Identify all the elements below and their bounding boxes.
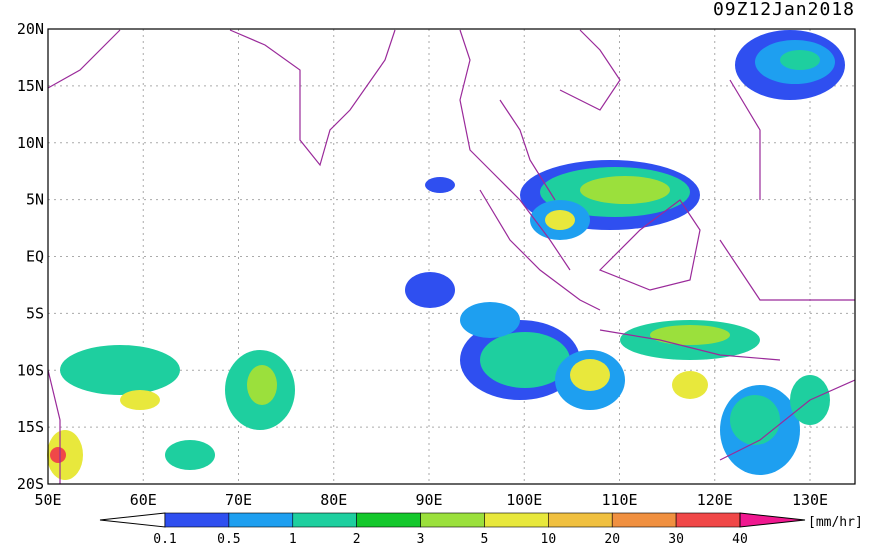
- colorbar-label: 0.5: [217, 532, 240, 544]
- rain-area: [580, 176, 670, 204]
- colorbar-box: [548, 512, 613, 528]
- colorbar-high-triangle: [739, 512, 806, 528]
- rain-area: [50, 447, 66, 463]
- lat-label: 10N: [17, 134, 44, 152]
- colorbar-box: [611, 512, 677, 528]
- coastlines: [47, 29, 856, 484]
- coastline: [459, 29, 621, 271]
- rain-area: [730, 395, 780, 445]
- coastline: [598, 79, 856, 461]
- colorbar-label: 2: [353, 532, 361, 544]
- rain-area: [60, 345, 180, 395]
- lon-label: 80E: [320, 491, 347, 509]
- map-frame: [47, 28, 856, 485]
- rain-area: [780, 50, 820, 70]
- lon-label: 90E: [415, 491, 442, 509]
- coastline: [47, 369, 61, 484]
- lat-label: 20N: [17, 20, 44, 38]
- lat-label: 15N: [17, 77, 44, 95]
- rain-area: [425, 177, 455, 193]
- lon-label: 100E: [506, 491, 542, 509]
- lat-label: 5S: [26, 304, 44, 322]
- coastline: [47, 29, 396, 167]
- colorbar-box: [675, 512, 741, 528]
- colorbar-box: [356, 512, 421, 528]
- map-title: 09Z12Jan2018: [713, 0, 855, 20]
- rain-area: [247, 365, 277, 405]
- colorbar-box: [228, 512, 294, 528]
- lon-label: 70E: [225, 491, 252, 509]
- lon-label: 60E: [130, 491, 157, 509]
- colorbar-box: [484, 512, 549, 528]
- colorbar: 0.1 0.5 1 2 3 5 10 20 30 40 [mm/hr]: [99, 512, 863, 547]
- rain-area: [165, 440, 215, 470]
- rain: [47, 30, 845, 480]
- colorbar-label: 20: [604, 532, 620, 544]
- lat-label: 10S: [17, 361, 44, 379]
- lat-label: EQ: [26, 248, 44, 266]
- lon-label: 130E: [792, 491, 828, 509]
- rain-area: [650, 325, 730, 345]
- colorbar-label: 10: [541, 532, 557, 544]
- lon-label: 110E: [601, 491, 637, 509]
- colorbar-label: 0.1: [153, 532, 176, 544]
- colorbar-label: 3: [417, 532, 425, 544]
- colorbar-label: 1: [289, 532, 297, 544]
- rain-area: [120, 390, 160, 410]
- rain-area: [570, 359, 610, 391]
- lon-label: 120E: [697, 491, 733, 509]
- lat-label: 15S: [17, 418, 44, 436]
- rain-area: [405, 272, 455, 308]
- colorbar-label: 40: [732, 532, 748, 544]
- rain-area: [545, 210, 575, 230]
- colorbar-box: [164, 512, 230, 528]
- coastline: [479, 189, 781, 361]
- colorbar-unit: [mm/hr]: [808, 515, 863, 530]
- lat-label: 5N: [26, 191, 44, 209]
- rain-area: [672, 371, 708, 399]
- rain-area: [480, 332, 570, 388]
- lon-label: 50E: [34, 491, 61, 509]
- lat-label: 20S: [17, 475, 44, 493]
- rain-area: [460, 302, 520, 338]
- colorbar-box: [420, 512, 485, 528]
- colorbar-label: 5: [481, 532, 489, 544]
- colorbar-label: 30: [668, 532, 684, 544]
- colorbar-box: [292, 512, 357, 528]
